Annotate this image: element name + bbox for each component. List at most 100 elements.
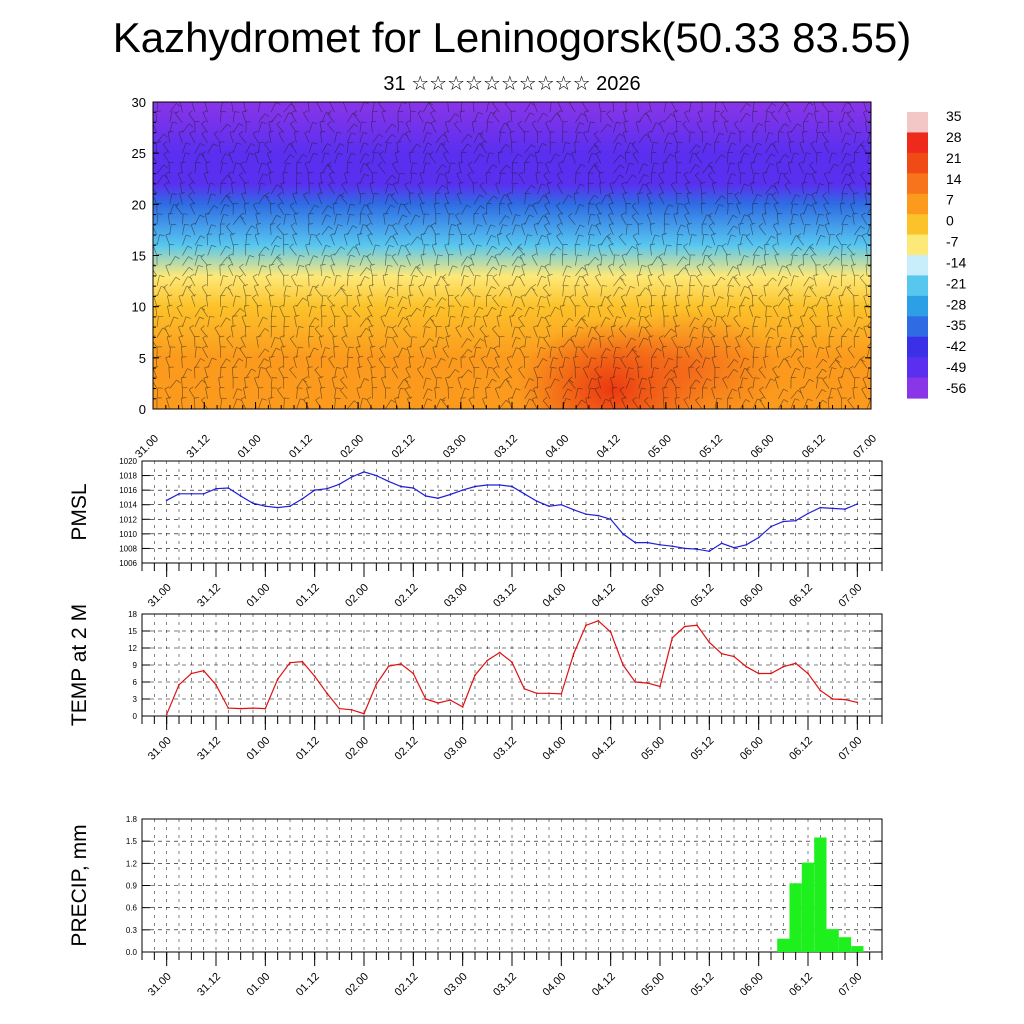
temp2m-xtick-label: 03.00 bbox=[442, 735, 470, 763]
pmsl-point bbox=[696, 548, 698, 551]
pmsl-point bbox=[757, 536, 760, 539]
temp2m-point bbox=[165, 713, 168, 716]
pmsl-point bbox=[227, 487, 230, 489]
precip-ytick-label: 1.5 bbox=[126, 837, 138, 846]
precip-ytick-label: 0.3 bbox=[126, 926, 138, 935]
temp2m-xtick-label: 01.00 bbox=[245, 735, 273, 763]
precip-xtick-label: 02.00 bbox=[343, 971, 371, 999]
pmsl-point bbox=[659, 543, 661, 546]
pmsl-point bbox=[252, 502, 254, 505]
pmsl-point bbox=[646, 541, 649, 544]
profile-xtick-label: 05.00 bbox=[646, 433, 674, 461]
profile-xtick-label: 03.12 bbox=[492, 433, 520, 461]
pmsl-ytick-label: 1012 bbox=[119, 515, 137, 524]
pmsl-xtick-label: 05.12 bbox=[689, 582, 717, 610]
colorbar-label: -56 bbox=[946, 380, 966, 396]
temp-panel: 0 3 6 9 12 15 18 31.00 31.12 01.00 01.12 02.00 02.12… bbox=[68, 604, 883, 763]
pmsl-point bbox=[239, 495, 242, 497]
temp2m-point bbox=[844, 698, 846, 701]
temp2m-xtick-label: 05.00 bbox=[639, 735, 667, 763]
temp2m-xtick-label: 07.00 bbox=[837, 735, 865, 763]
temp2m-point bbox=[548, 692, 550, 695]
pmsl-point bbox=[486, 484, 489, 486]
precip-ytick-label: 0.9 bbox=[126, 882, 138, 891]
pmsl-ytick-label: 1014 bbox=[119, 501, 137, 510]
pmsl-xtick-label: 01.00 bbox=[245, 582, 273, 610]
pmsl-panel: 1006 1008 1010 1012 1014 1016 1018 1020 31.00 31.… bbox=[68, 457, 883, 610]
temp2m-point bbox=[387, 665, 390, 667]
temp2m-point bbox=[683, 625, 686, 628]
temp2m-point bbox=[597, 619, 600, 622]
pmsl-point bbox=[264, 505, 267, 508]
temp2m-ytick-label: 3 bbox=[133, 695, 138, 704]
pmsl-point bbox=[844, 508, 846, 510]
temp2m-point bbox=[449, 699, 452, 701]
profile-xtick-label: 03.00 bbox=[441, 433, 469, 461]
pmsl-point bbox=[202, 492, 205, 495]
pmsl-point bbox=[819, 506, 822, 509]
temp2m-xtick-label: 06.00 bbox=[738, 735, 766, 763]
pmsl-point bbox=[856, 503, 859, 505]
pmsl-xtick-label: 04.12 bbox=[590, 582, 618, 610]
pmsl-point bbox=[634, 541, 637, 544]
colorbar-label: 35 bbox=[946, 108, 962, 124]
temp2m-ytick-label: 0 bbox=[133, 712, 138, 721]
profile-ytick-label: 15 bbox=[132, 249, 146, 264]
profile-xtick-label: 01.12 bbox=[287, 433, 315, 461]
pmsl-point bbox=[412, 487, 415, 489]
colorbar-swatch bbox=[907, 214, 928, 236]
precip-bar bbox=[851, 946, 864, 952]
pmsl-xtick-label: 05.00 bbox=[639, 582, 667, 610]
pmsl-point bbox=[424, 495, 427, 497]
temp2m-point bbox=[215, 683, 217, 686]
temp2m-point bbox=[461, 706, 464, 708]
temp2m-point bbox=[770, 672, 772, 675]
colorbar-swatch bbox=[907, 316, 928, 338]
pmsl-point bbox=[831, 507, 834, 510]
pmsl-ytick-label: 1008 bbox=[119, 544, 137, 553]
pmsl-point bbox=[782, 520, 785, 523]
temp2m-ytick-label: 12 bbox=[128, 644, 137, 653]
temp2m-point bbox=[745, 665, 748, 668]
temp2m-point bbox=[486, 659, 489, 662]
temp2m-point bbox=[400, 663, 402, 665]
pmsl-xtick-label: 02.12 bbox=[393, 582, 421, 610]
warm-region bbox=[601, 309, 782, 409]
temp2m-point bbox=[560, 693, 563, 695]
pmsl-xtick-label: 04.00 bbox=[541, 582, 569, 610]
temp2m-point bbox=[733, 655, 735, 658]
colorbar-label: 21 bbox=[946, 150, 962, 166]
pmsl-point bbox=[326, 487, 328, 490]
colorbar-label: -21 bbox=[946, 275, 966, 291]
colorbar-label: 0 bbox=[946, 213, 954, 229]
colorbar-swatch bbox=[907, 377, 928, 399]
temp2m-point bbox=[190, 672, 193, 675]
pmsl-point bbox=[794, 519, 797, 522]
temp2m-ytick-label: 6 bbox=[133, 678, 138, 687]
temp2m-point bbox=[437, 702, 439, 704]
precip-xtick-label: 01.00 bbox=[245, 971, 273, 999]
colorbar-swatch bbox=[907, 275, 928, 297]
pmsl-point bbox=[449, 493, 452, 496]
temp2m-point bbox=[523, 687, 526, 690]
profile-xtick-label: 02.00 bbox=[338, 433, 366, 461]
temp2m-point bbox=[708, 641, 711, 644]
colorbar: 35 28 21 14 7 0 -7 -14 -21 -28 -35 -42 -49 -56 bbox=[907, 108, 966, 399]
pmsl-xtick-label: 07.00 bbox=[837, 582, 865, 610]
pmsl-ytick-label: 1018 bbox=[119, 472, 137, 481]
pmsl-point bbox=[622, 533, 624, 535]
profile-ytick-label: 5 bbox=[139, 351, 146, 366]
wind-barbs bbox=[153, 102, 871, 409]
pmsl-point bbox=[733, 546, 735, 549]
precip-ylabel: PRECIP, mm bbox=[68, 824, 91, 946]
pmsl-ytick-label: 1006 bbox=[119, 559, 137, 568]
colorbar-swatch bbox=[907, 357, 928, 379]
colorbar-label: -42 bbox=[946, 338, 966, 354]
pmsl-point bbox=[511, 485, 513, 488]
colorbar-label: 7 bbox=[946, 192, 954, 208]
pmsl-ytick-label: 1020 bbox=[119, 457, 137, 466]
colorbar-label: -49 bbox=[946, 359, 966, 375]
pmsl-xtick-label: 02.00 bbox=[343, 582, 371, 610]
precip-xtick-label: 05.00 bbox=[639, 971, 667, 999]
